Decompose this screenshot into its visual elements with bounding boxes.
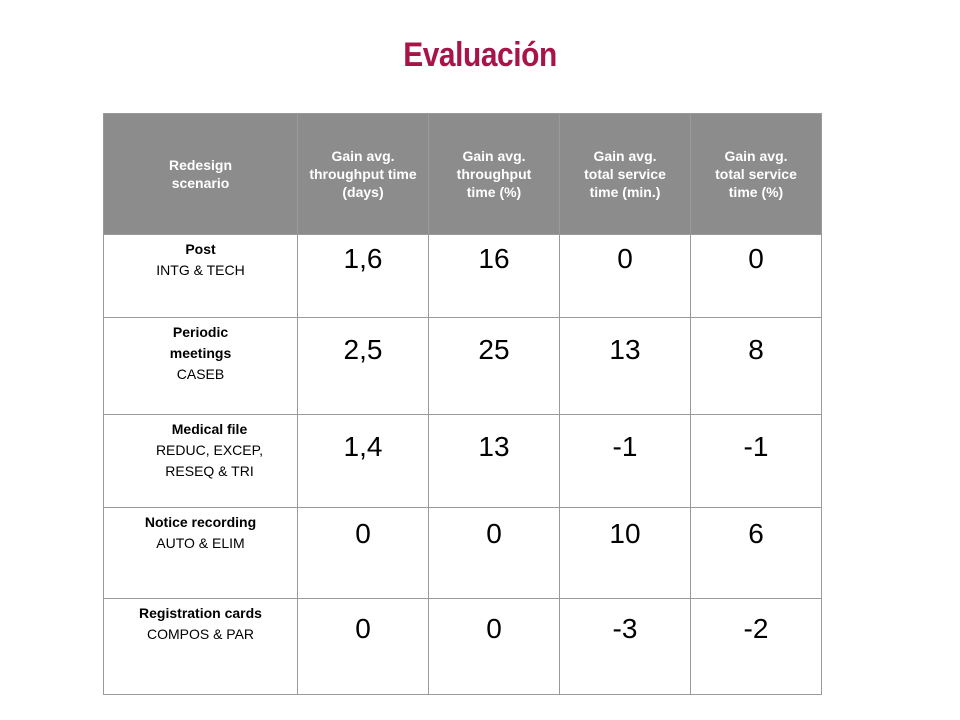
header-service-percent: Gain avg. total service time (%) bbox=[690, 113, 822, 235]
value-text: 1,6 bbox=[343, 243, 383, 274]
value-cell: 0 bbox=[297, 598, 429, 695]
value-cell: 13 bbox=[428, 414, 560, 508]
value-cell: 2,5 bbox=[297, 317, 429, 415]
scenario-code: AUTO & ELIM bbox=[156, 535, 245, 551]
table-row: Medical file REDUC, EXCEP, RESEQ & TRI 1… bbox=[103, 414, 822, 508]
value-cell: 25 bbox=[428, 317, 560, 415]
value-cell: 13 bbox=[559, 317, 691, 415]
table-row: Notice recording AUTO & ELIM 0 0 10 6 bbox=[103, 507, 822, 599]
header-redesign-scenario: Redesign scenario bbox=[103, 113, 298, 235]
value-text: -2 bbox=[743, 613, 769, 644]
value-text: 0 bbox=[748, 243, 764, 274]
table-header-row: Redesign scenario Gain avg. throughput t… bbox=[103, 113, 822, 235]
value-text: 1,4 bbox=[343, 431, 383, 462]
value-cell: 0 bbox=[690, 234, 822, 318]
value-text: 16 bbox=[478, 243, 510, 274]
scenario-name: Registration cards bbox=[139, 605, 262, 621]
value-text: 6 bbox=[748, 518, 764, 549]
table-row: Registration cards COMPOS & PAR 0 0 -3 -… bbox=[103, 598, 822, 695]
value-text: 2,5 bbox=[343, 334, 383, 365]
value-cell: 10 bbox=[559, 507, 691, 599]
value-text: 13 bbox=[478, 431, 510, 462]
value-cell: -1 bbox=[559, 414, 691, 508]
value-text: 0 bbox=[486, 518, 502, 549]
value-text: 8 bbox=[748, 334, 764, 365]
value-text: 10 bbox=[609, 518, 641, 549]
value-text: 0 bbox=[617, 243, 633, 274]
scenario-name: Medical file bbox=[171, 421, 248, 437]
table-row: Periodic meetings CASEB 2,5 25 13 8 bbox=[103, 317, 822, 415]
value-text: 13 bbox=[609, 334, 641, 365]
value-text: 0 bbox=[486, 613, 502, 644]
value-text: -1 bbox=[612, 431, 638, 462]
header-label: Gain avg. throughput time (days) bbox=[309, 148, 417, 200]
scenario-name: Periodic meetings bbox=[169, 324, 232, 361]
value-cell: -3 bbox=[559, 598, 691, 695]
header-service-minutes: Gain avg. total service time (min.) bbox=[559, 113, 691, 235]
header-label: Gain avg. throughput time (%) bbox=[456, 148, 532, 200]
scenario-code: CASEB bbox=[176, 366, 225, 382]
value-cell: 0 bbox=[428, 507, 560, 599]
scenario-cell: Medical file REDUC, EXCEP, RESEQ & TRI bbox=[103, 414, 298, 508]
scenario-code: REDUC, EXCEP, RESEQ & TRI bbox=[155, 442, 264, 479]
header-throughput-days: Gain avg. throughput time (days) bbox=[297, 113, 429, 235]
scenario-cell: Notice recording AUTO & ELIM bbox=[103, 507, 298, 599]
value-cell: 1,4 bbox=[297, 414, 429, 508]
scenario-name: Post bbox=[185, 241, 216, 257]
value-cell: 0 bbox=[297, 507, 429, 599]
scenario-cell: Periodic meetings CASEB bbox=[103, 317, 298, 415]
header-label: Gain avg. total service time (min.) bbox=[584, 148, 666, 200]
table-row: Post INTG & TECH 1,6 16 0 0 bbox=[103, 234, 822, 318]
header-label: Redesign scenario bbox=[168, 157, 232, 191]
scenario-code: COMPOS & PAR bbox=[146, 626, 255, 642]
scenario-cell: Post INTG & TECH bbox=[103, 234, 298, 318]
value-cell: 0 bbox=[559, 234, 691, 318]
evaluation-table: Redesign scenario Gain avg. throughput t… bbox=[103, 113, 822, 695]
slide-title: Evaluación bbox=[403, 36, 557, 74]
value-cell: 1,6 bbox=[297, 234, 429, 318]
value-cell: 6 bbox=[690, 507, 822, 599]
scenario-code: INTG & TECH bbox=[156, 262, 245, 278]
value-text: -3 bbox=[612, 613, 638, 644]
header-throughput-percent: Gain avg. throughput time (%) bbox=[428, 113, 560, 235]
value-text: 0 bbox=[355, 518, 371, 549]
value-text: -1 bbox=[743, 431, 769, 462]
value-cell: 16 bbox=[428, 234, 560, 318]
value-cell: -1 bbox=[690, 414, 822, 508]
value-cell: 8 bbox=[690, 317, 822, 415]
scenario-name: Notice recording bbox=[144, 514, 257, 530]
value-text: 25 bbox=[478, 334, 510, 365]
header-label: Gain avg. total service time (%) bbox=[715, 148, 797, 200]
value-cell: 0 bbox=[428, 598, 560, 695]
value-text: 0 bbox=[355, 613, 371, 644]
scenario-cell: Registration cards COMPOS & PAR bbox=[103, 598, 298, 695]
value-cell: -2 bbox=[690, 598, 822, 695]
